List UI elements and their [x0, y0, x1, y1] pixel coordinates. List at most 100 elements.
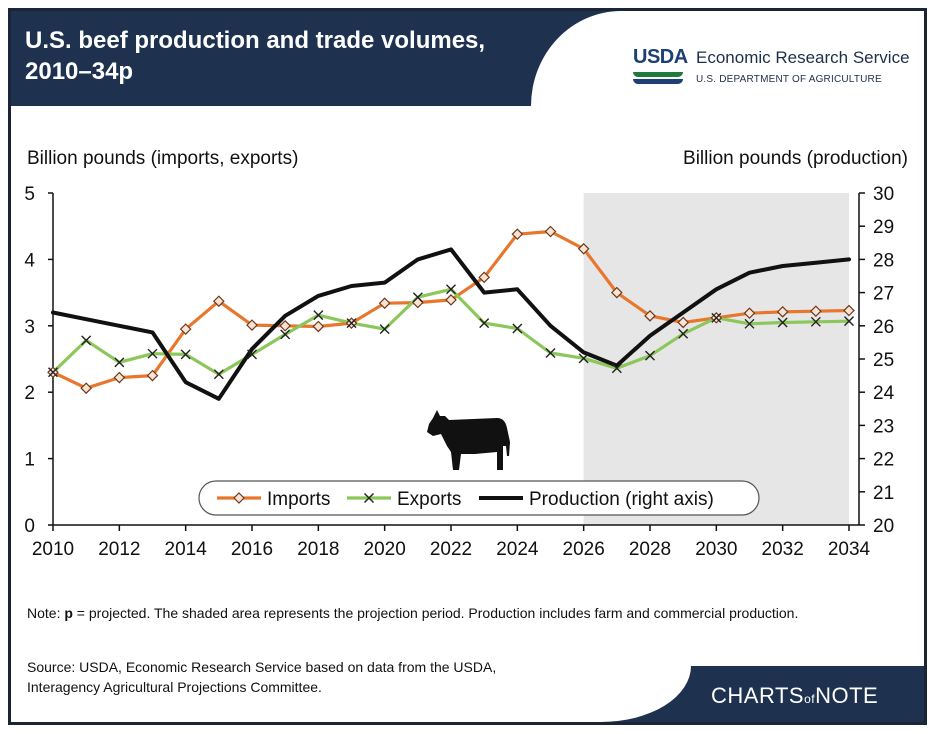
imports-point	[212, 295, 225, 308]
imports-point	[577, 242, 590, 255]
right-tick-label: 25	[873, 350, 894, 371]
exports-point	[578, 353, 589, 364]
right-tick-label: 28	[873, 250, 894, 271]
chart-frame: U.S. beef production and trade volumes, …	[8, 8, 927, 725]
exports-point	[379, 324, 390, 335]
cow-icon	[427, 410, 510, 470]
imports-point	[776, 306, 789, 318]
x-tick-label: 2014	[165, 539, 208, 560]
imports-point	[80, 382, 93, 395]
chart-title-line2: 2010–34p	[25, 58, 134, 85]
chart-source: Source: USDA, Economic Research Service …	[27, 657, 667, 697]
x-tick-label: 2022	[430, 539, 472, 560]
exports-point	[412, 292, 423, 303]
right-tick-label: 22	[873, 450, 894, 471]
exports-point-stroke	[678, 328, 689, 339]
x-tick-label: 2018	[297, 539, 339, 560]
exports-point-stroke	[180, 349, 191, 360]
brand-word2: of	[804, 692, 816, 706]
note-text: = projected. The shaded area represents …	[72, 605, 799, 621]
exports-point-stroke	[545, 348, 556, 359]
projection-shading	[583, 193, 849, 525]
charts-of-note-logo: CHARTSofNOTE	[711, 683, 878, 709]
exports-point-stroke	[446, 284, 456, 295]
exports-point	[180, 349, 191, 360]
chart-svg: Billion pounds (imports, exports) Billion…	[24, 148, 908, 560]
department-name: U.S. DEPARTMENT OF AGRICULTURE	[696, 74, 882, 85]
imports-point	[544, 225, 557, 238]
imports-point	[246, 319, 258, 331]
right-tick-label: 20	[873, 516, 894, 537]
right-tick-label: 30	[873, 184, 894, 205]
exports-point-stroke	[213, 369, 224, 380]
right-tick-label: 27	[873, 284, 894, 305]
exports-point	[844, 316, 854, 327]
left-axis-title: Billion pounds (imports, exports)	[27, 148, 298, 169]
exports-point	[744, 318, 755, 329]
left-tick-label: 0	[24, 516, 35, 537]
exports-point	[213, 369, 224, 380]
x-tick-label: 2034	[828, 539, 871, 560]
exports-point-stroke	[479, 318, 490, 329]
right-tick-label: 29	[873, 217, 894, 238]
imports-point	[478, 271, 491, 284]
note-label: Note:	[27, 605, 65, 621]
right-tick-label: 26	[873, 317, 894, 338]
exports-point	[280, 329, 291, 340]
usda-mark-icon: USDA	[633, 46, 689, 90]
brand-word3: NOTE	[815, 683, 879, 708]
x-tick-label: 2026	[563, 539, 605, 560]
exports-point-stroke	[810, 316, 821, 327]
exports-point	[777, 317, 788, 328]
left-tick-label: 3	[24, 317, 35, 338]
exports-point	[711, 312, 722, 323]
legend-label-imports: Imports	[267, 489, 330, 510]
x-tick-label: 2020	[364, 539, 406, 560]
exports-point	[313, 310, 324, 321]
exports-point-stroke	[280, 329, 291, 340]
agency-name: Economic Research Service	[696, 48, 910, 67]
imports-point	[146, 369, 159, 382]
exports-point-stroke	[611, 363, 622, 374]
imports-point	[809, 305, 822, 318]
imports-point	[179, 323, 192, 335]
legend: Imports Exports Production (right axis)	[198, 480, 760, 516]
imports-point	[378, 297, 391, 310]
exports-point-stroke	[711, 312, 722, 323]
exports-point-stroke	[578, 353, 589, 364]
x-tick-label: 2010	[32, 539, 74, 560]
chart-title-line1: U.S. beef production and trade volumes,	[25, 27, 486, 54]
x-tick-label: 2032	[762, 539, 804, 560]
exports-point	[810, 316, 821, 327]
exports-point	[611, 363, 622, 374]
right-tick-label: 23	[873, 416, 894, 437]
usda-logo: USDA Economic Research Service U.S. DEPA…	[633, 46, 923, 96]
exports-point	[114, 357, 125, 368]
left-tick-label: 2	[24, 383, 35, 404]
x-tick-label: 2028	[629, 539, 671, 560]
source-line2: Interagency Agricultural Projections Com…	[27, 679, 322, 695]
exports-point	[479, 318, 490, 329]
left-tick-label: 4	[24, 250, 35, 271]
imports-point	[610, 286, 623, 299]
exports-point-stroke	[412, 292, 423, 303]
right-tick-label: 21	[873, 483, 894, 504]
left-tick-label: 1	[24, 450, 35, 471]
right-tick-label: 24	[873, 383, 895, 404]
exports-point-stroke	[744, 318, 755, 329]
imports-point	[843, 304, 855, 317]
exports-point-stroke	[114, 357, 125, 368]
logo-panel	[531, 11, 924, 106]
chart-title: U.S. beef production and trade volumes, …	[25, 25, 505, 87]
imports-point	[743, 307, 756, 320]
brand-word1: CHARTS	[711, 683, 805, 708]
imports-point	[511, 228, 524, 241]
legend-label-exports: Exports	[397, 489, 461, 510]
exports-point	[147, 348, 158, 359]
cow-body	[427, 410, 510, 470]
footer-panel	[11, 666, 691, 722]
legend-label-production: Production (right axis)	[529, 489, 714, 510]
exports-point	[645, 350, 655, 361]
exports-point-stroke	[645, 350, 655, 361]
legend-marker-imports	[233, 492, 245, 504]
